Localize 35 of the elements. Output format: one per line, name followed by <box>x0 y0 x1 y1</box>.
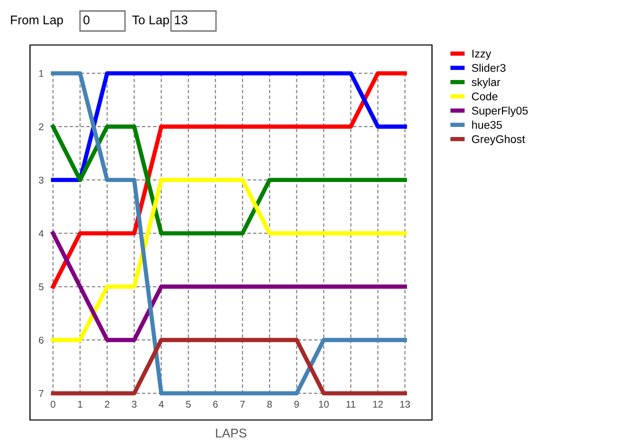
y-tick-label: 7 <box>38 390 44 397</box>
y-tick-label: 5 <box>38 283 44 290</box>
text: From Lap <box>11 16 63 27</box>
y-tick-label: 3 <box>38 176 44 184</box>
legend-label: hue35 <box>472 120 502 129</box>
line-series <box>50 71 408 396</box>
x-tick-label: 5 <box>186 400 191 408</box>
text: 0 <box>83 16 90 24</box>
x-tick-label: 0 <box>50 400 56 408</box>
y-tick-label: 6 <box>38 336 44 344</box>
x-tick-label: 4 <box>158 400 164 408</box>
y-tick-label: 4 <box>38 230 44 237</box>
legend-label: GreyGhost <box>472 134 526 146</box>
text: 13 <box>174 16 188 24</box>
legend-label: skylar <box>472 78 500 88</box>
x-tick-label: 6 <box>213 400 218 408</box>
legend-label: SuperFly05 <box>472 106 528 117</box>
y-tick-label: 1 <box>39 70 44 77</box>
x-tick-label: 3 <box>132 400 136 408</box>
legend-label: Slider3 <box>472 64 506 72</box>
text: To Lap <box>132 16 169 27</box>
legend-label: Izzy <box>472 50 492 60</box>
x-tick-label: 11 <box>346 400 356 408</box>
x-tick-label: 9 <box>294 400 299 408</box>
y-tick-label: 2 <box>38 123 44 130</box>
x-tick-label: 8 <box>267 400 272 408</box>
x-tick-label: 7 <box>240 400 245 408</box>
x-tick-label: 13 <box>400 400 410 408</box>
x-axis-title: LAPS <box>216 428 246 438</box>
x-tick-label: 1 <box>78 400 82 408</box>
x-tick-label: 10 <box>319 400 329 408</box>
x-tick-label: 12 <box>373 400 383 408</box>
legend-label: Code <box>472 92 498 100</box>
x-tick-label: 2 <box>104 400 110 408</box>
line-series <box>50 178 408 342</box>
